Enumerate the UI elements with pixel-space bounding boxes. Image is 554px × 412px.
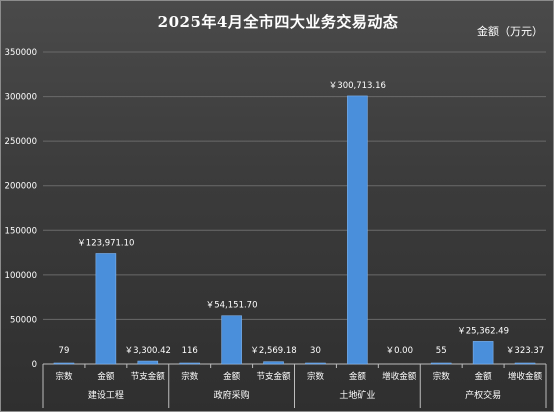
x-tick-label: 节支金额 [257,371,292,382]
group-label: 土地矿业 [339,389,375,401]
data-label: ￥3,300.42 [125,346,171,356]
x-tick-label: 宗数 [55,371,73,382]
y-tick-label: 100000 [5,271,37,281]
x-tick-label: 金额 [223,371,241,382]
data-label: ￥2,569.18 [250,346,296,356]
data-label: ￥25,362.49 [457,326,509,336]
bar [305,362,326,365]
x-tick-label: 节支金额 [131,371,166,382]
data-label: 79 [59,346,70,356]
x-tick-label: 金额 [97,371,115,382]
bar [472,341,494,365]
bar [179,362,201,365]
y-tick-label: 0 [32,360,37,370]
bar [263,361,284,365]
y-tick-label: 150000 [5,226,37,236]
group-label: 建设工程 [88,389,124,401]
bar [53,362,75,365]
data-label: ￥54,151.70 [206,301,258,311]
x-tick-label: 金额 [349,371,367,382]
x-tick-label: 宗数 [181,371,199,382]
x-tick-label: 金额 [475,371,493,382]
x-tick-label: 增收金额 [382,371,417,382]
y-tick-label: 250000 [5,137,37,147]
x-tick-label: 增收金额 [508,371,543,382]
data-label: ￥300,713.16 [329,81,386,91]
data-label: ￥123,971.10 [77,238,134,248]
data-label: ￥323.37 [506,346,544,356]
group-label: 产权交易 [465,389,501,401]
y-tick-label: 200000 [5,182,37,192]
group-label: 政府采购 [214,389,250,401]
bar [430,362,452,365]
data-label: ￥0.00 [386,346,413,356]
x-tick-label: 宗数 [433,371,451,382]
data-label: 116 [182,346,198,356]
y-tick-label: 300000 [5,93,37,103]
chart-title: 2025年4月全市四大业务交易动态 [157,13,399,31]
y-tick-label: 50000 [10,315,37,325]
bar [95,253,117,365]
y-tick-label: 350000 [5,48,37,58]
bar [137,360,159,365]
bar [514,362,536,365]
bar [347,95,368,365]
data-label: 55 [436,346,447,356]
data-label: 30 [310,346,321,356]
bar [221,315,242,365]
unit-label: 金额（万元） [477,25,543,38]
x-tick-label: 宗数 [307,371,325,382]
